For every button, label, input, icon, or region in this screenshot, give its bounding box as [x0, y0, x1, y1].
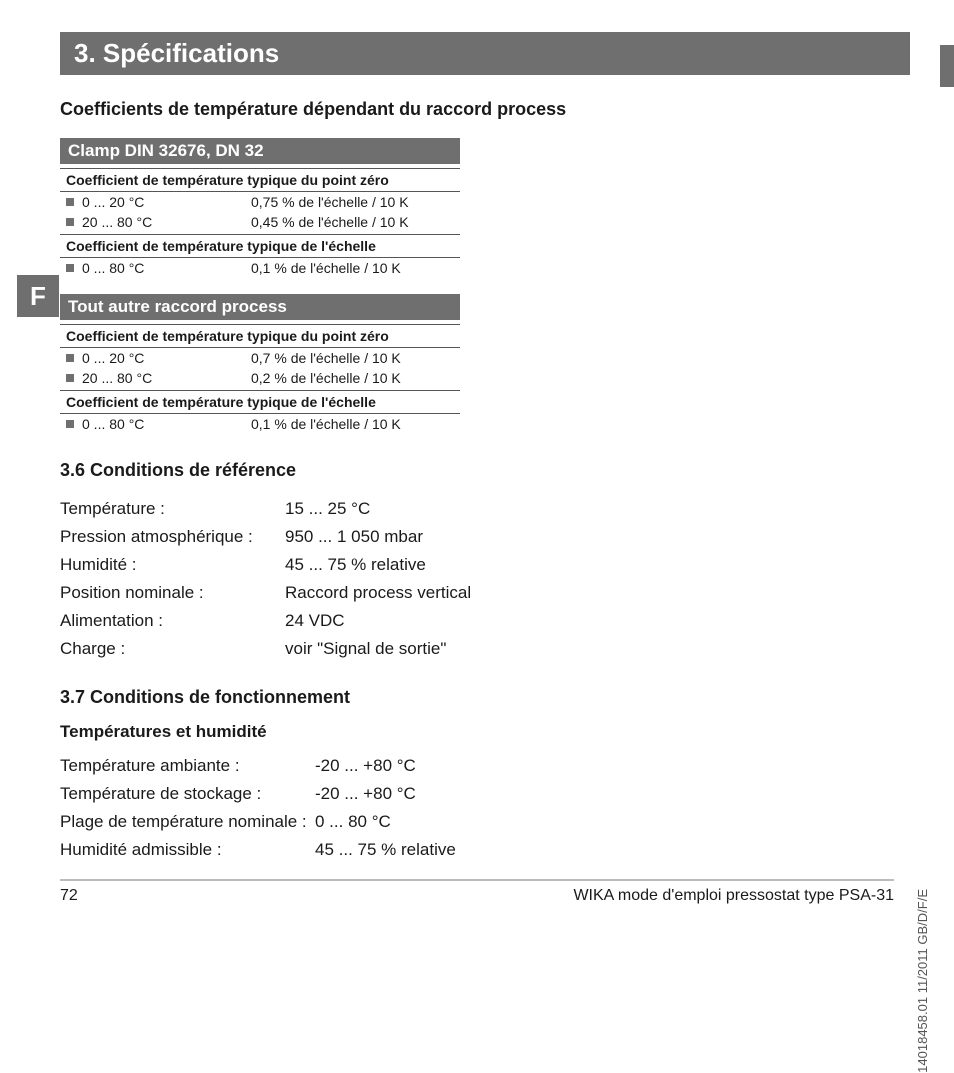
kv-label: Température de stockage : — [60, 780, 315, 808]
kv-label: Température ambiante : — [60, 752, 315, 780]
kv-row: Position nominale :Raccord process verti… — [60, 579, 894, 607]
kv-row: Pression atmosphérique :950 ... 1 050 mb… — [60, 523, 894, 551]
square-bullet-icon — [66, 420, 74, 428]
range-cell: 0 ... 80 °C — [82, 260, 144, 276]
table1: Coefficient de température typique du po… — [60, 168, 460, 280]
kv-value: 45 ... 75 % relative — [315, 836, 456, 864]
table1-group2-title: Coefficient de température typique de l'… — [60, 235, 460, 258]
kv-value: 950 ... 1 050 mbar — [285, 523, 423, 551]
page-footer: 72 WIKA mode d'emploi pressostat type PS… — [60, 879, 894, 905]
kv-label: Charge : — [60, 635, 285, 663]
kv-value: 24 VDC — [285, 607, 345, 635]
page-container: 3. Spécifications F Coefficients de temp… — [0, 0, 954, 864]
section-subheading: Coefficients de température dépendant du… — [60, 99, 894, 120]
square-bullet-icon — [66, 374, 74, 382]
table-row: 20 ... 80 °C 0,2 % de l'échelle / 10 K — [60, 368, 460, 391]
kv-value: Raccord process vertical — [285, 579, 471, 607]
value-cell: 0,1 % de l'échelle / 10 K — [245, 414, 460, 437]
kv-value: voir "Signal de sortie" — [285, 635, 446, 663]
kv-row: Plage de température nominale :0 ... 80 … — [60, 808, 894, 836]
kv-row: Humidité admissible :45 ... 75 % relativ… — [60, 836, 894, 864]
edge-marker — [940, 45, 954, 87]
table2-header: Tout autre raccord process — [60, 294, 460, 320]
kv-value: 0 ... 80 °C — [315, 808, 391, 836]
table1-header: Clamp DIN 32676, DN 32 — [60, 138, 460, 164]
section-3-7-title: 3.7 Conditions de fonctionnement — [60, 687, 894, 708]
document-title: WIKA mode d'emploi pressostat type PSA-3… — [573, 887, 894, 905]
table-row: 20 ... 80 °C 0,45 % de l'échelle / 10 K — [60, 212, 460, 235]
table-row: 0 ... 20 °C 0,75 % de l'échelle / 10 K — [60, 192, 460, 213]
reference-conditions: Température :15 ... 25 °C Pression atmos… — [60, 495, 894, 663]
table-row: 0 ... 80 °C 0,1 % de l'échelle / 10 K — [60, 414, 460, 437]
section-3-6-title: 3.6 Conditions de référence — [60, 460, 894, 481]
chapter-title-bar: 3. Spécifications — [60, 32, 910, 75]
table2-group1-title: Coefficient de température typique du po… — [60, 325, 460, 348]
kv-row: Température de stockage :-20 ... +80 °C — [60, 780, 894, 808]
kv-label: Alimentation : — [60, 607, 285, 635]
range-cell: 0 ... 20 °C — [82, 350, 144, 366]
table-row: 0 ... 20 °C 0,7 % de l'échelle / 10 K — [60, 348, 460, 369]
kv-value: 45 ... 75 % relative — [285, 551, 426, 579]
table1-group1-title: Coefficient de température typique du po… — [60, 169, 460, 192]
kv-row: Alimentation :24 VDC — [60, 607, 894, 635]
kv-label: Humidité : — [60, 551, 285, 579]
kv-label: Température : — [60, 495, 285, 523]
value-cell: 0,7 % de l'échelle / 10 K — [245, 348, 460, 369]
language-tab: F — [17, 275, 59, 317]
kv-value: -20 ... +80 °C — [315, 780, 416, 808]
value-cell: 0,45 % de l'échelle / 10 K — [245, 212, 460, 235]
kv-label: Plage de température nominale : — [60, 808, 315, 836]
kv-value: -20 ... +80 °C — [315, 752, 416, 780]
square-bullet-icon — [66, 264, 74, 272]
kv-row: Température ambiante :-20 ... +80 °C — [60, 752, 894, 780]
kv-label: Pression atmosphérique : — [60, 523, 285, 551]
kv-label: Humidité admissible : — [60, 836, 315, 864]
value-cell: 0,1 % de l'échelle / 10 K — [245, 258, 460, 281]
square-bullet-icon — [66, 354, 74, 362]
value-cell: 0,2 % de l'échelle / 10 K — [245, 368, 460, 391]
kv-label: Position nominale : — [60, 579, 285, 607]
table-row: 0 ... 80 °C 0,1 % de l'échelle / 10 K — [60, 258, 460, 281]
table2-group2-title: Coefficient de température typique de l'… — [60, 391, 460, 414]
range-cell: 0 ... 80 °C — [82, 416, 144, 432]
kv-row: Température :15 ... 25 °C — [60, 495, 894, 523]
range-cell: 20 ... 80 °C — [82, 214, 152, 230]
kv-value: 15 ... 25 °C — [285, 495, 370, 523]
square-bullet-icon — [66, 218, 74, 226]
kv-row: Charge :voir "Signal de sortie" — [60, 635, 894, 663]
page-number: 72 — [60, 887, 78, 905]
kv-row: Humidité :45 ... 75 % relative — [60, 551, 894, 579]
range-cell: 20 ... 80 °C — [82, 370, 152, 386]
operating-conditions: Température ambiante :-20 ... +80 °C Tem… — [60, 752, 894, 864]
document-id-sidebar: 14018458.01 11/2011 GB/D/F/E — [915, 889, 930, 1073]
value-cell: 0,75 % de l'échelle / 10 K — [245, 192, 460, 213]
square-bullet-icon — [66, 198, 74, 206]
section-3-7-sub: Températures et humidité — [60, 722, 894, 742]
range-cell: 0 ... 20 °C — [82, 194, 144, 210]
table2: Coefficient de température typique du po… — [60, 324, 460, 436]
